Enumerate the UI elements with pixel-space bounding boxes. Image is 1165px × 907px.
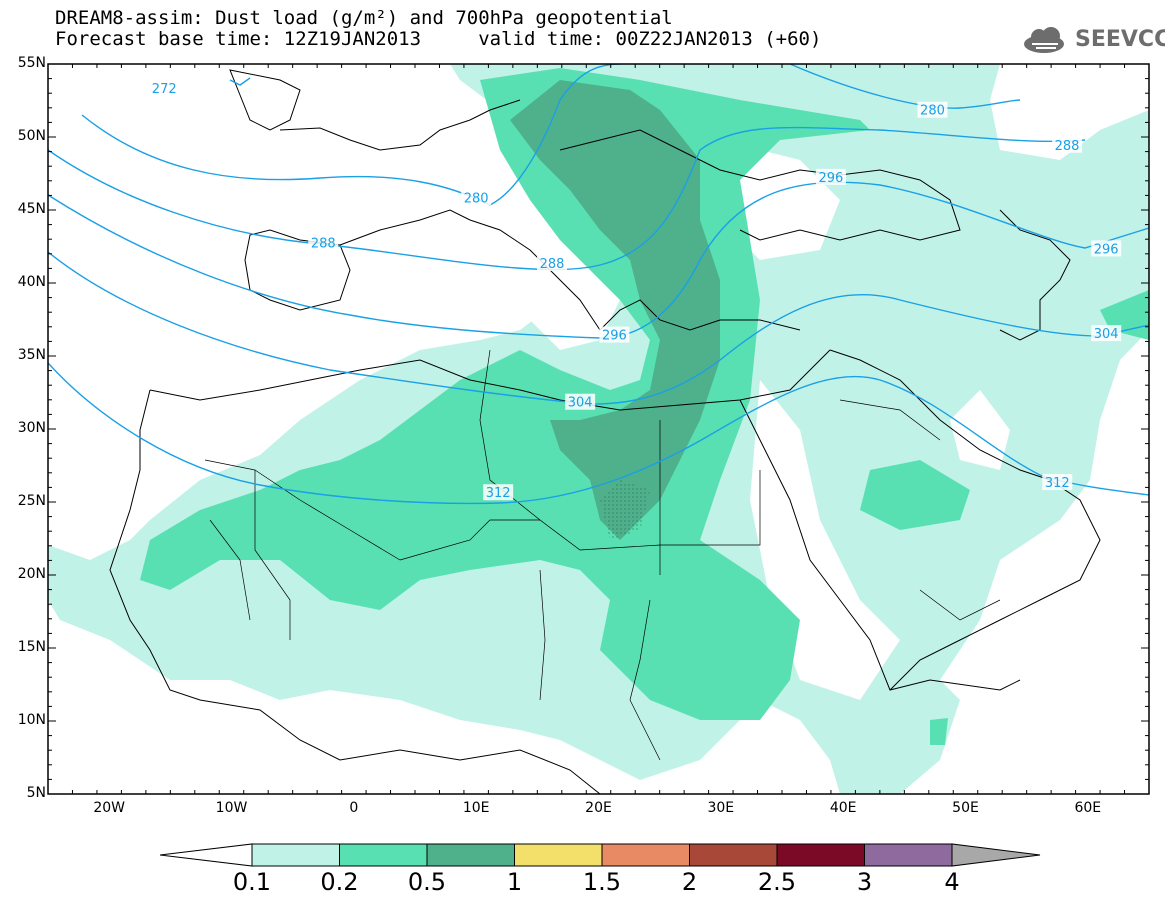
title-line1: DREAM8-assim: Dust load (g/m²) and 700hP…: [55, 7, 673, 29]
contour-label: 312: [1045, 476, 1070, 491]
contour-label: 288: [540, 257, 565, 272]
colorbar-segment: [601, 843, 690, 867]
lat-label: 45N: [17, 201, 46, 217]
clear-region: [950, 390, 1010, 470]
dust-dotted-core: [600, 480, 650, 540]
lon-label: 60E: [1074, 800, 1102, 816]
contour-labels: 272 280 288 280 296 288 288 296 296 304 304 312 312: [149, 79, 1122, 501]
dust-0.2-region: [860, 460, 970, 530]
contour-312: [48, 362, 1149, 505]
contour-label: 288: [1055, 139, 1080, 154]
contour-272: [229, 77, 251, 86]
colorbar-segment: [514, 843, 603, 867]
cloud-icon: [1024, 27, 1064, 53]
lat-label: 20N: [17, 566, 46, 582]
contour-label: 280: [920, 104, 945, 119]
lon-label: 20E: [585, 800, 612, 816]
contour-label: 296: [819, 171, 844, 186]
contour-label-bg: [537, 255, 568, 272]
contour-label: 288: [311, 237, 336, 252]
contour-label-bg: [1042, 474, 1073, 491]
colorbar-label: 4: [944, 868, 960, 896]
lon-label: 10W: [215, 800, 248, 816]
contour-280-west: [81, 64, 621, 206]
lat-label: 40N: [17, 274, 46, 290]
colorbar-label: 1.5: [582, 868, 622, 896]
lon-label: 40E: [829, 800, 857, 816]
colorbar-label: 0.2: [320, 868, 359, 896]
colorbar-label: 3: [856, 868, 873, 896]
contour-label-bg: [461, 189, 492, 206]
contour-label-bg: [599, 326, 630, 343]
title-line2: Forecast base time: 12Z19JAN2013 valid t…: [55, 28, 822, 50]
dust-0.5-region: [510, 80, 720, 540]
lon-label: 10E: [462, 800, 490, 816]
colorbar-label: 0.5: [407, 868, 447, 896]
contour-label-bg: [1091, 325, 1122, 342]
contour-label: 304: [568, 396, 593, 411]
contour-label: 280: [464, 191, 489, 206]
lon-label: 50E: [952, 800, 979, 816]
lat-label: 35N: [17, 347, 46, 363]
contour-label: 296: [602, 329, 627, 344]
contour-label-bg: [917, 101, 948, 118]
seevccc-logo: [1024, 27, 1064, 53]
contour-304: [48, 251, 1149, 405]
lat-label: 25N: [17, 493, 46, 509]
colorbar: [160, 843, 1041, 867]
contour-label-bg: [149, 79, 180, 96]
coastlines: [109, 69, 1101, 794]
lat-label: 55N: [17, 55, 46, 71]
axis-ticks: [47, 63, 1150, 795]
contour-label-bg: [565, 393, 596, 410]
lat-label: 10N: [17, 712, 46, 728]
contour-label: 304: [1094, 327, 1119, 342]
lat-label: 30N: [17, 420, 46, 436]
colorbar-segment: [864, 843, 953, 867]
contour-label: 312: [486, 486, 511, 501]
contour-296: [48, 181, 1149, 339]
contour-label-bg: [815, 168, 846, 185]
lon-label: 0: [349, 800, 359, 816]
colorbar-segment: [339, 843, 428, 867]
colorbar-label: 2.5: [757, 868, 797, 896]
contour-label: 272: [152, 82, 177, 97]
contour-label-bg: [308, 234, 339, 251]
contour-288: [48, 126, 1086, 271]
contour-label: 296: [1094, 242, 1119, 257]
lat-label: 5N: [26, 785, 46, 801]
colorbar-segment: [776, 843, 865, 867]
colorbar-segment: [251, 843, 340, 867]
country-borders: [204, 349, 1001, 761]
contour-label-bg: [1052, 136, 1083, 153]
colorbar-segment: [689, 843, 778, 867]
map-title: DREAM8-assim: Dust load (g/m²) and 700hP…: [55, 8, 821, 50]
colorbar-low-triangle: [160, 843, 253, 867]
clear-region: [730, 150, 840, 260]
colorbar-segment: [426, 843, 515, 867]
lon-label: 20W: [93, 800, 125, 816]
colorbar-label: 2: [681, 868, 698, 896]
contour-label-bg: [483, 484, 514, 501]
lat-label: 50N: [17, 128, 46, 144]
lat-label: 15N: [17, 639, 46, 655]
colorbar-high-triangle: [951, 843, 1041, 867]
logo-text: SEEVCCC: [1075, 27, 1165, 52]
lon-label: 30E: [707, 800, 735, 816]
dust-0.2-region: [930, 718, 948, 745]
colorbar-label: 1: [506, 868, 523, 896]
colorbar-label: 0.1: [232, 868, 272, 896]
geopotential-contours: [48, 64, 1149, 505]
contour-label-bg: [1091, 240, 1122, 257]
